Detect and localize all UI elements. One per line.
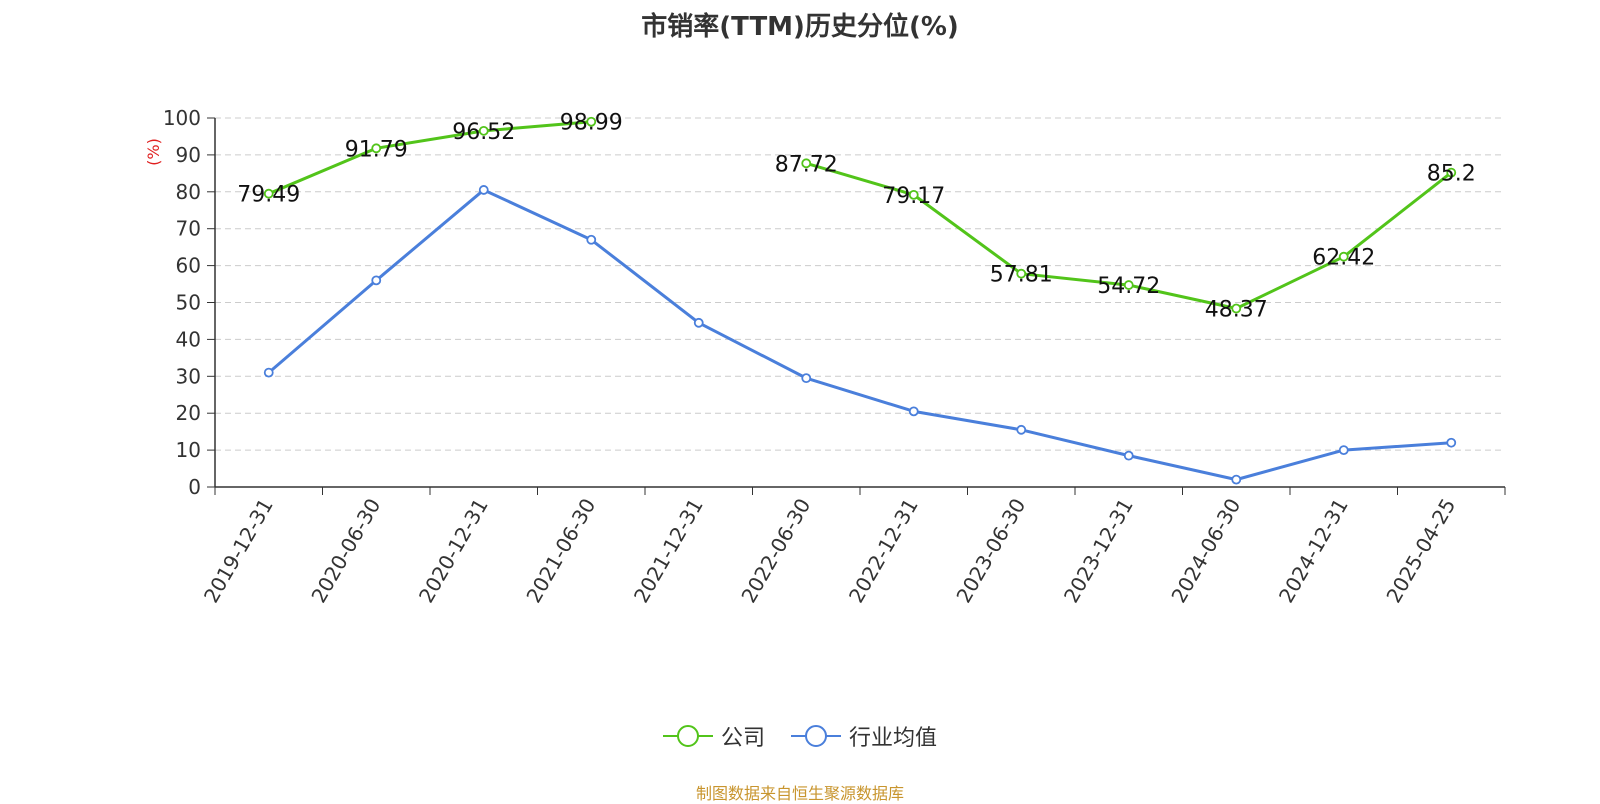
data-label: 79.17 bbox=[882, 184, 945, 209]
y-tick-label: 100 bbox=[163, 106, 201, 130]
data-point bbox=[1016, 268, 1027, 279]
y-tick-label: 0 bbox=[188, 475, 201, 499]
data-point bbox=[371, 275, 382, 286]
x-tick-label: 2021-12-31 bbox=[629, 494, 708, 607]
data-point bbox=[693, 317, 704, 328]
data-label: 91.79 bbox=[345, 137, 408, 162]
legend-label-company: 公司 bbox=[720, 726, 765, 751]
data-label: 96.52 bbox=[452, 120, 515, 145]
y-tick-label: 50 bbox=[176, 291, 201, 315]
x-tick-label: 2024-06-30 bbox=[1166, 494, 1245, 607]
data-label: 54.72 bbox=[1097, 274, 1160, 299]
y-tick-label: 90 bbox=[176, 143, 201, 167]
data-point bbox=[263, 367, 274, 378]
y-tick-label: 70 bbox=[176, 217, 201, 241]
data-point bbox=[908, 189, 919, 200]
legend-industry-marker bbox=[791, 725, 841, 747]
y-tick-label: 20 bbox=[176, 401, 201, 425]
x-tick-label: 2024-12-31 bbox=[1274, 494, 1353, 607]
x-tick-label: 2022-12-31 bbox=[844, 494, 923, 607]
y-axis-label: (%) bbox=[144, 138, 163, 166]
data-point bbox=[1446, 167, 1457, 178]
data-label: 98.99 bbox=[560, 111, 623, 136]
data-point bbox=[1231, 303, 1242, 314]
data-point bbox=[1231, 474, 1242, 485]
data-label: 48.37 bbox=[1205, 298, 1268, 323]
x-tick-label: 2022-06-30 bbox=[736, 494, 815, 607]
data-label: 62.42 bbox=[1312, 246, 1375, 271]
data-label: 85.2 bbox=[1427, 162, 1476, 187]
y-tick-label: 40 bbox=[176, 327, 201, 351]
data-point bbox=[263, 188, 274, 199]
data-label: 87.72 bbox=[775, 152, 838, 177]
data-point bbox=[801, 158, 812, 169]
legend-label-industry-average: 行业均值 bbox=[849, 726, 938, 751]
series-line-1 bbox=[267, 188, 1452, 482]
legend-company-marker bbox=[662, 725, 713, 747]
grid-lines bbox=[215, 117, 1505, 451]
data-source-note: 制图数据来自恒生聚源数据库 bbox=[695, 784, 904, 803]
y-tick-label: 10 bbox=[176, 438, 201, 462]
x-tick-label: 2019-12-31 bbox=[199, 494, 278, 607]
data-point bbox=[1123, 280, 1134, 290]
data-point bbox=[1016, 424, 1027, 435]
data-point bbox=[586, 234, 597, 245]
data-point bbox=[1338, 445, 1349, 456]
x-tick-label: 2021-06-30 bbox=[521, 494, 600, 607]
data-point bbox=[586, 116, 597, 127]
data-point bbox=[1338, 251, 1349, 262]
y-tick-label: 80 bbox=[176, 180, 201, 204]
x-tick-label: 2020-06-30 bbox=[306, 494, 385, 607]
x-tick-label: 2023-12-31 bbox=[1059, 494, 1138, 607]
x-tick-label: 2023-06-30 bbox=[951, 494, 1030, 607]
legend-item-industry-average[interactable]: 行业均值 bbox=[791, 720, 937, 752]
data-point bbox=[908, 406, 919, 417]
data-label: 79.49 bbox=[237, 183, 300, 208]
legend-item-company[interactable]: 公司 bbox=[662, 720, 765, 752]
data-point bbox=[1123, 450, 1134, 461]
data-label: 57.81 bbox=[990, 263, 1053, 288]
data-point bbox=[1446, 437, 1457, 448]
chart-title: 市销率(TTM)历史分位(%) bbox=[641, 12, 959, 42]
y-tick-label: 60 bbox=[176, 254, 201, 278]
data-point bbox=[371, 143, 382, 154]
x-tick-label: 2025-04-25 bbox=[1381, 494, 1460, 607]
y-tick-label: 30 bbox=[176, 364, 201, 388]
legend: 公司 行业均值 bbox=[0, 720, 1600, 752]
data-point bbox=[801, 373, 812, 384]
x-tick-label: 2020-12-31 bbox=[414, 494, 493, 607]
series-line-0 bbox=[268, 120, 1453, 311]
data-point bbox=[478, 125, 489, 136]
series-lines bbox=[263, 116, 1457, 485]
data-point bbox=[478, 185, 489, 195]
data-labels: 79.49 91.79 96.52 98.99 87.72 79.17 57.81 54.72… bbox=[237, 111, 1475, 323]
axes: 0 10 20 30 40 50 60 70 80 90 100(%) 2019-12-31 2020-… bbox=[144, 106, 1506, 607]
